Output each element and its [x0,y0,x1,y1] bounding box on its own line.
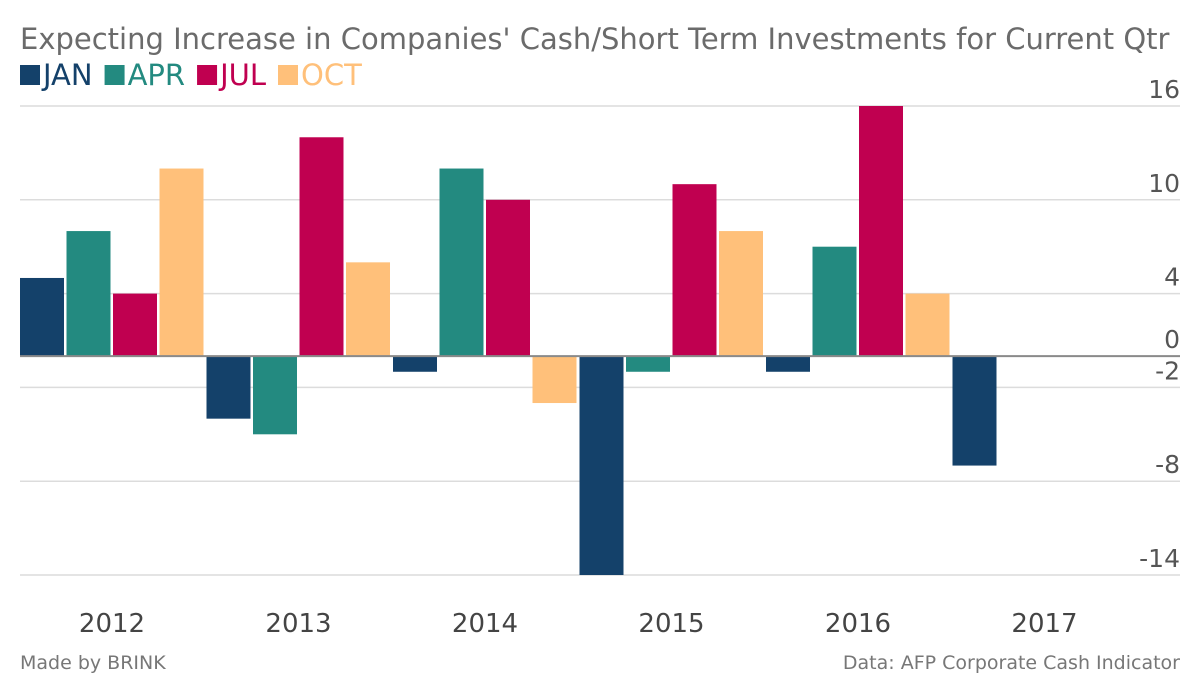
x-tick-label: 2015 [638,609,704,639]
legend-label-oct: OCT [301,58,362,92]
bar-oct-2014 [532,356,577,404]
bar-apr-2015 [626,356,670,372]
y-tick-label: 0 [1164,325,1180,354]
y-tick-label: 16 [1148,75,1180,104]
bar-oct-2013 [346,262,390,357]
bar-jul-2015 [672,184,717,357]
bar-jan-2014 [393,356,437,372]
legend-label-jan: JAN [41,58,93,92]
bars [20,106,997,575]
y-tick-label: -2 [1155,356,1180,385]
y-tick-label: 10 [1148,169,1180,198]
x-tick-label: 2014 [452,609,518,639]
footer-credit: Made by BRINK [20,652,166,674]
bar-jan-2012 [20,277,64,357]
y-tick-label: -8 [1155,450,1180,479]
bar-oct-2016 [905,293,950,357]
footer-source: Data: AFP Corporate Cash Indicator [843,652,1180,674]
bar-apr-2013 [253,356,297,435]
x-tick-label: 2016 [825,609,891,639]
legend-swatch-jul [197,65,218,85]
x-axis-ticks: 2012 2013 2014 2015 2016 2017 [79,609,1078,639]
bar-jan-2017 [952,356,997,466]
bar-jan-2015 [579,356,624,575]
bar-apr-2016 [812,246,857,357]
bar-jan-2016 [766,356,810,372]
y-tick-label: -14 [1139,544,1180,573]
legend: JAN APR JUL OCT [20,58,362,92]
bar-jul-2014 [486,199,530,357]
x-tick-label: 2013 [265,609,331,639]
bar-apr-2014 [439,168,484,357]
bar-oct-2015 [719,231,763,357]
x-tick-label: 2012 [79,609,145,639]
y-tick-label: 4 [1164,263,1180,292]
bar-oct-2012 [159,168,204,357]
bar-apr-2012 [66,231,111,357]
bar-jan-2013 [206,356,251,419]
bar-jul-2012 [113,293,157,357]
legend-label-apr: APR [128,58,185,92]
legend-swatch-apr [104,65,125,85]
legend-swatch-jan [20,65,40,85]
legend-swatch-oct [278,65,298,85]
y-axis-ticks: 16 10 4 0-2 -8 -14 [1139,75,1180,573]
chart-title: Expecting Increase in Companies' Cash/Sh… [20,22,1170,56]
legend-label-jul: JUL [218,58,266,92]
bar-jul-2013 [299,137,344,357]
x-tick-label: 2017 [1011,609,1077,639]
bar-jul-2016 [859,106,903,357]
